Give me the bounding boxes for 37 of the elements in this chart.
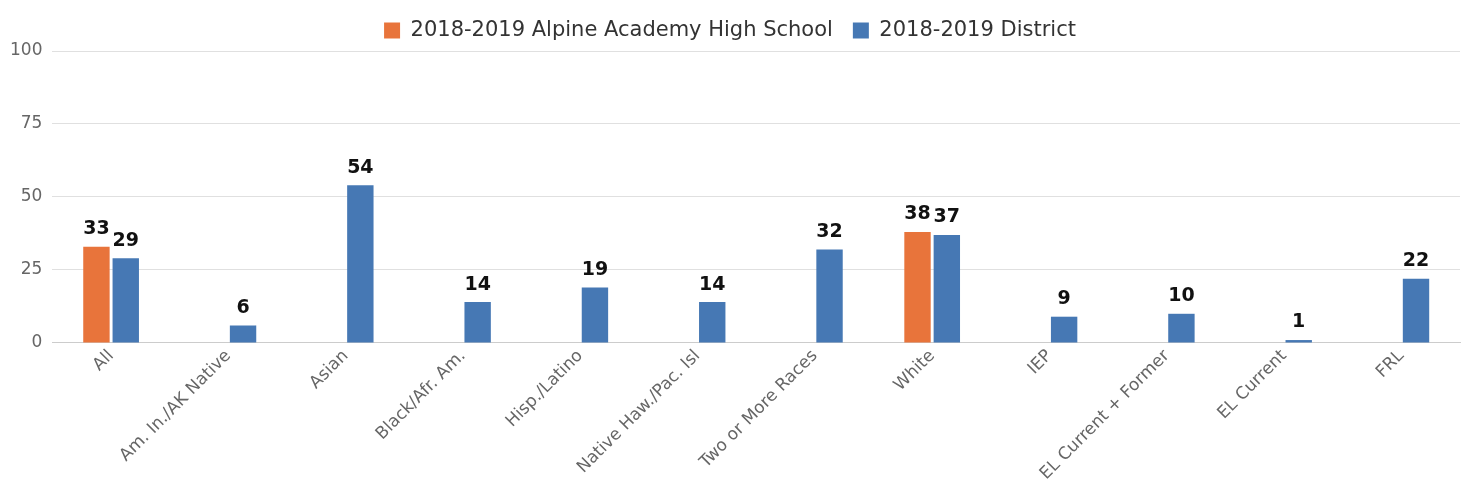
data-label: 14	[464, 271, 491, 294]
x-tick-label: IEP	[1022, 345, 1056, 378]
y-tick-label: 75	[20, 112, 43, 133]
data-label: 9	[1057, 286, 1071, 309]
bar	[1402, 278, 1430, 343]
y-tick-label: 100	[9, 39, 43, 60]
bar	[816, 249, 843, 343]
y-tick-label: 50	[20, 185, 43, 206]
y-tick-label: 25	[20, 258, 43, 279]
data-label: 54	[347, 154, 374, 177]
data-label: 32	[816, 218, 843, 241]
y-tick-label: 0	[31, 331, 43, 352]
bar	[83, 246, 110, 343]
data-label: 19	[581, 256, 609, 279]
data-label: 37	[933, 204, 961, 227]
x-tick-label: All	[88, 345, 118, 375]
data-label: 14	[699, 271, 726, 294]
data-label: 1	[1292, 309, 1306, 332]
bar	[581, 287, 609, 343]
data-label: 33	[83, 216, 110, 239]
bar	[464, 302, 491, 343]
bar	[347, 185, 374, 343]
data-label: 22	[1402, 248, 1430, 271]
data-label: 29	[112, 227, 139, 250]
data-label: 6	[236, 294, 250, 317]
bar	[933, 234, 961, 343]
bar	[112, 258, 139, 343]
data-label: 10	[1168, 283, 1195, 306]
bar	[904, 232, 931, 343]
bar	[699, 302, 726, 343]
legend-label: 2018-2019 District	[879, 16, 1076, 41]
legend-label: 2018-2019 Alpine Academy High School	[410, 16, 833, 41]
bar	[1168, 313, 1195, 343]
bar	[1050, 316, 1078, 343]
data-label: 38	[904, 201, 931, 224]
x-tick-label: FRL	[1371, 344, 1408, 382]
bar	[229, 325, 257, 343]
